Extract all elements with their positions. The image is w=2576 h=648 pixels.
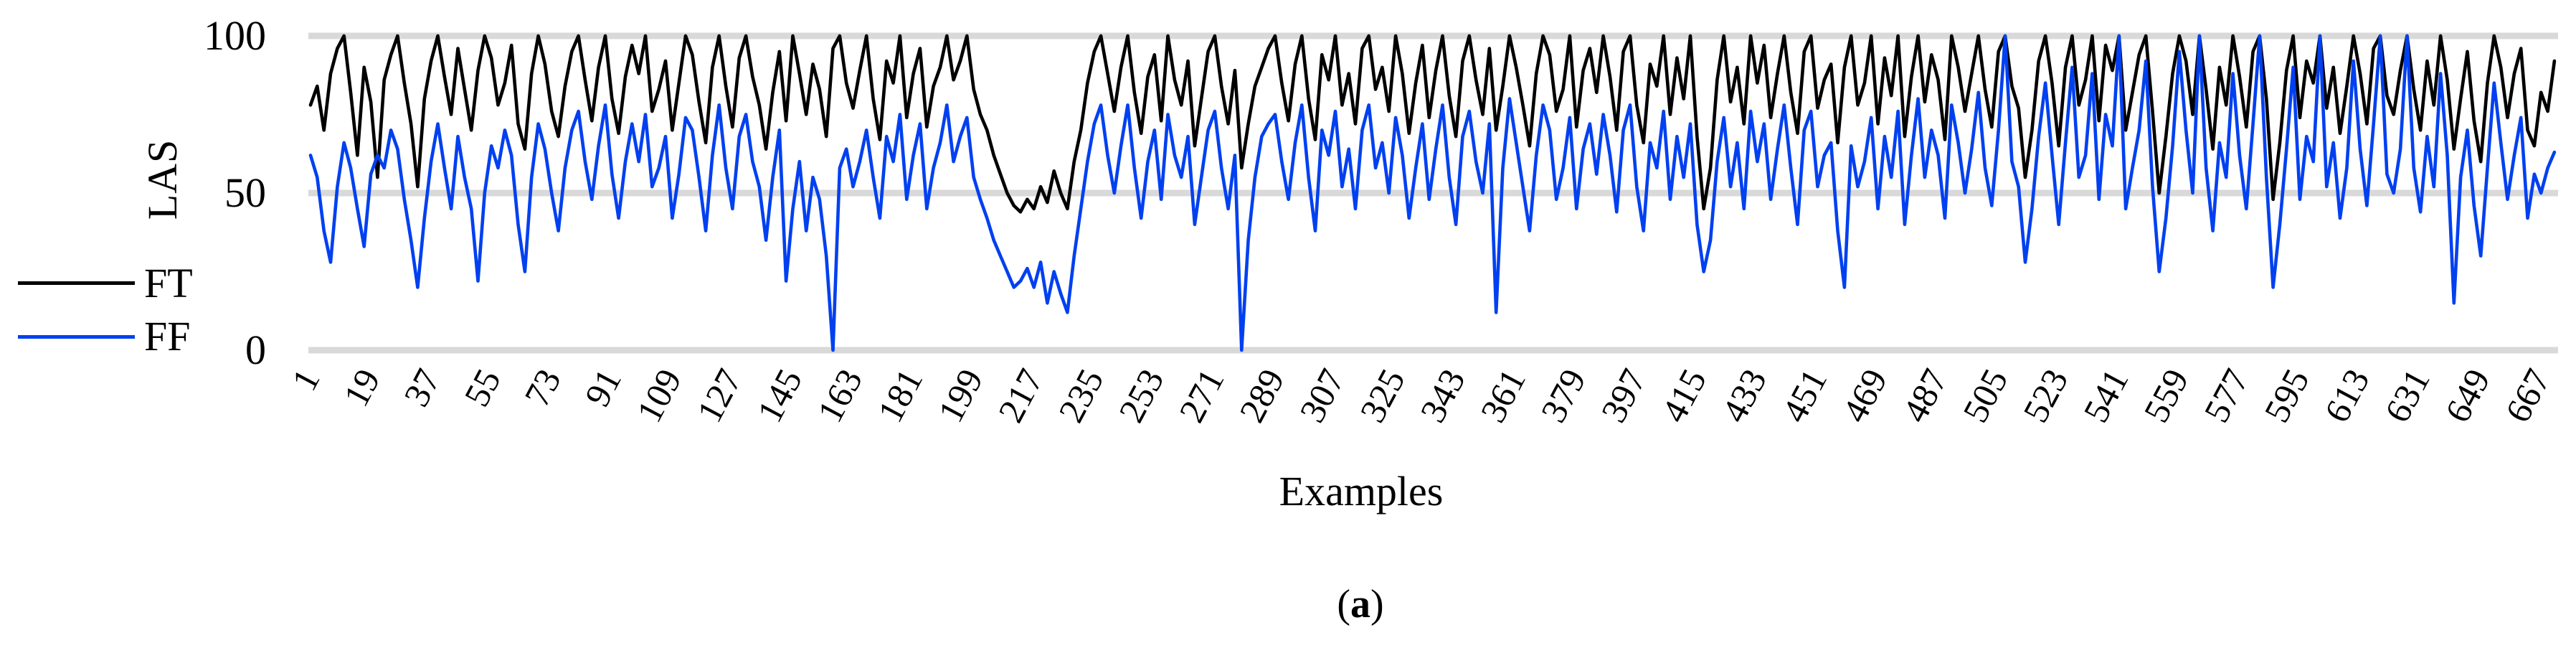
x-tick-label-667: 667 — [2497, 362, 2558, 429]
x-tick-label-649: 649 — [2437, 362, 2498, 429]
series-line-ft — [308, 34, 2557, 214]
caption-letter: a — [1350, 582, 1370, 626]
x-tick-label-361: 361 — [1472, 362, 1533, 429]
x-tick-label-523: 523 — [2015, 362, 2076, 429]
x-tick-label-217: 217 — [990, 362, 1051, 429]
caption-open-paren: ( — [1337, 582, 1350, 626]
x-tick-label-145: 145 — [749, 362, 810, 429]
x-tick-label-541: 541 — [2075, 362, 2136, 429]
x-tick-label-199: 199 — [930, 362, 991, 429]
x-tick-label-235: 235 — [1051, 362, 1112, 429]
legend-line-ff — [18, 335, 135, 339]
x-tick-label-433: 433 — [1713, 362, 1774, 429]
x-tick-label-253: 253 — [1111, 362, 1172, 429]
legend-label-ft: FT — [144, 260, 193, 306]
x-tick-label-73: 73 — [516, 362, 569, 413]
x-tick-label-505: 505 — [1955, 362, 2016, 429]
x-tick-label-19: 19 — [336, 362, 388, 413]
x-tick-label-307: 307 — [1292, 362, 1353, 429]
x-tick-label-595: 595 — [2256, 362, 2317, 429]
x-tick-label-451: 451 — [1774, 362, 1835, 429]
x-tick-label-109: 109 — [628, 362, 689, 429]
x-tick-label-55: 55 — [456, 362, 508, 413]
legend-line-ft — [18, 281, 135, 285]
y-tick-label-50: 50 — [224, 169, 266, 216]
x-axis-title: Examples — [1279, 468, 1444, 515]
caption-close-paren: ) — [1370, 582, 1384, 626]
x-tick-label-91: 91 — [577, 362, 629, 413]
x-tick-label-469: 469 — [1834, 362, 1895, 429]
x-tick-label-271: 271 — [1171, 362, 1232, 429]
x-tick-label-577: 577 — [2196, 362, 2257, 429]
x-tick-label-289: 289 — [1231, 362, 1292, 429]
subfigure-caption: (a) — [1145, 584, 1576, 624]
x-tick-label-127: 127 — [688, 362, 749, 429]
y-tick-label-0: 0 — [245, 327, 266, 373]
x-tick-label-1: 1 — [284, 362, 328, 397]
x-tick-label-559: 559 — [2136, 362, 2197, 429]
x-tick-label-487: 487 — [1895, 362, 1956, 429]
x-tick-label-397: 397 — [1593, 362, 1654, 429]
series-line-ff — [308, 34, 2557, 352]
x-tick-label-613: 613 — [2316, 362, 2377, 429]
x-tick-label-343: 343 — [1412, 362, 1473, 429]
y-tick-label-100: 100 — [204, 12, 266, 59]
x-tick-label-379: 379 — [1533, 362, 1594, 429]
legend-label-ff: FF — [144, 313, 191, 360]
x-tick-label-415: 415 — [1653, 362, 1714, 429]
x-tick-label-37: 37 — [396, 362, 448, 413]
x-tick-label-163: 163 — [810, 362, 871, 429]
x-tick-label-631: 631 — [2377, 362, 2438, 429]
x-tick-label-325: 325 — [1352, 362, 1413, 429]
x-tick-label-181: 181 — [870, 362, 931, 429]
